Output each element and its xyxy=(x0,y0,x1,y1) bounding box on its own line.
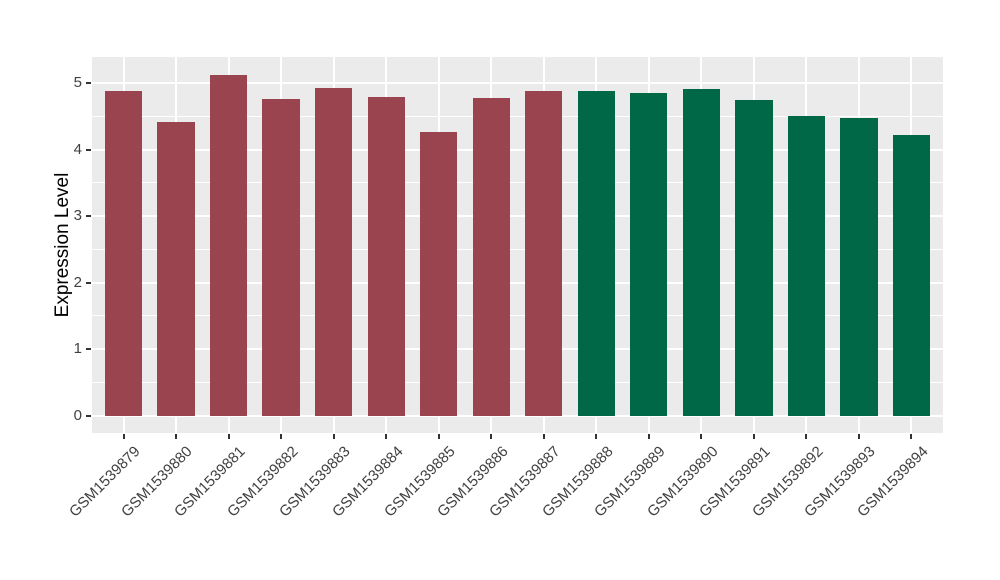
bar-GSM1539893 xyxy=(840,118,878,416)
bar-GSM1539883 xyxy=(314,87,353,416)
x-axis-tick-mark xyxy=(752,434,755,439)
bar-GSM1539880 xyxy=(157,122,195,416)
bar-GSM1539882 xyxy=(262,99,300,416)
bar-GSM1539888 xyxy=(577,91,615,416)
y-axis-tick-mark xyxy=(86,348,91,351)
y-axis-tick-mark xyxy=(86,215,91,218)
x-axis-tick-mark xyxy=(437,434,440,439)
x-axis-tick-mark xyxy=(542,434,545,439)
x-axis-tick-mark xyxy=(700,434,703,439)
y-axis-tick-label: 2 xyxy=(73,273,82,291)
bar-GSM1539887 xyxy=(525,90,563,416)
bar-GSM1539889 xyxy=(630,93,668,416)
y-axis-tick-label: 3 xyxy=(73,207,82,225)
gridline-major-horizontal xyxy=(92,281,943,284)
x-axis-tick-mark xyxy=(595,434,598,439)
x-axis-tick-mark xyxy=(490,434,493,439)
gridline-minor-horizontal xyxy=(92,248,943,250)
bar-GSM1539885 xyxy=(420,131,458,416)
x-axis-tick-mark xyxy=(122,434,125,439)
bar-GSM1539890 xyxy=(682,89,720,416)
x-axis-tick-mark xyxy=(280,434,283,439)
gridline-minor-horizontal xyxy=(92,315,943,317)
gridline-major-horizontal xyxy=(92,215,943,218)
y-axis-tick-mark xyxy=(86,82,91,85)
y-axis-tick-mark xyxy=(86,148,91,151)
y-axis-tick-label: 1 xyxy=(73,340,82,358)
y-axis-tick-label: 5 xyxy=(73,74,82,92)
bar-GSM1539894 xyxy=(892,135,931,416)
y-axis-tick-label: 0 xyxy=(73,406,82,424)
bar-GSM1539886 xyxy=(472,98,510,416)
gridline-minor-horizontal xyxy=(92,115,943,117)
gridline-major-horizontal xyxy=(92,148,943,151)
gridline-major-horizontal xyxy=(92,348,943,351)
bar-GSM1539891 xyxy=(735,100,773,416)
x-axis-tick-mark xyxy=(805,434,808,439)
gridline-minor-horizontal xyxy=(92,182,943,184)
x-axis-tick-mark xyxy=(385,434,388,439)
y-axis-tick-mark xyxy=(86,414,91,417)
x-axis-tick-mark xyxy=(175,434,178,439)
x-axis-tick-mark xyxy=(910,434,913,439)
y-axis-tick-mark xyxy=(86,281,91,284)
bar-GSM1539881 xyxy=(209,74,248,416)
bar-GSM1539884 xyxy=(367,97,405,416)
x-axis-tick-mark xyxy=(227,434,230,439)
x-axis-tick-mark xyxy=(332,434,335,439)
gridline-major-horizontal xyxy=(92,82,943,85)
x-axis-tick-mark xyxy=(857,434,860,439)
gridline-major-horizontal xyxy=(92,414,943,417)
bar-GSM1539892 xyxy=(787,115,826,416)
plot-panel xyxy=(92,57,943,433)
x-axis-tick-mark xyxy=(647,434,650,439)
bar-GSM1539879 xyxy=(104,91,143,416)
gridline-minor-horizontal xyxy=(92,381,943,383)
y-axis-tick-label: 4 xyxy=(73,140,82,158)
